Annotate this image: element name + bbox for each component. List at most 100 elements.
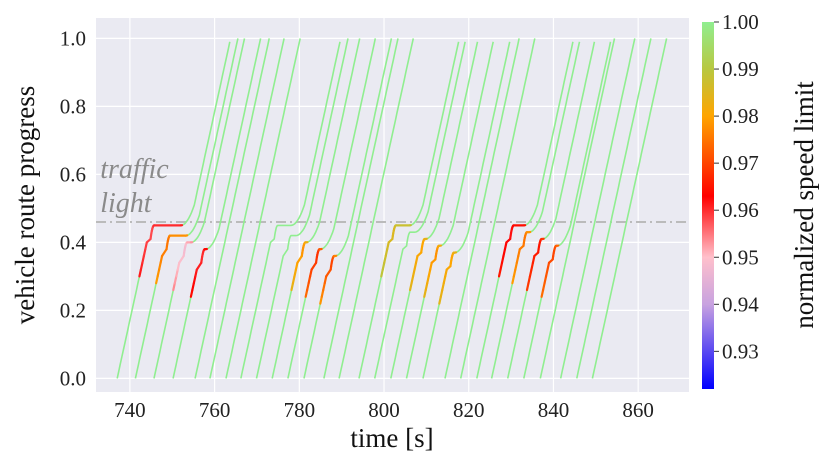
y-tick-labels: 0.0 0.2 0.4 0.6 0.8 1.0 <box>60 26 87 390</box>
colorbar-tick-label: 0.99 <box>722 57 759 81</box>
slowdown-segment <box>194 268 198 278</box>
vehicle-trajectory <box>405 41 494 379</box>
plot-background <box>96 18 689 392</box>
slowdown-segment <box>306 282 310 292</box>
slowdown-segment <box>543 275 548 285</box>
slowdown-segment <box>159 254 164 264</box>
slowdown-segment <box>191 282 195 292</box>
vehicle-trajectory <box>225 38 301 379</box>
slowdown-segment <box>499 261 504 271</box>
slowdown-segment <box>384 248 389 258</box>
slowdown-segment <box>525 282 530 292</box>
x-tick-labels: 740 760 780 800 820 840 860 <box>114 398 654 422</box>
slowdown-segment <box>546 261 551 271</box>
slowdown-segment <box>309 268 313 278</box>
x-tick-label: 800 <box>368 398 400 422</box>
vehicle-trajectory <box>240 41 341 379</box>
vehicle-trajectory <box>255 38 349 379</box>
y-tick-label: 0.8 <box>60 94 86 118</box>
vehicle-trajectory <box>172 38 262 379</box>
slowdown-segment <box>138 268 142 278</box>
slowdown-segment <box>544 268 549 278</box>
slowdown-segment <box>540 288 545 298</box>
slowdown-segment <box>503 241 508 251</box>
colorbar <box>702 22 714 389</box>
slowdown-segment <box>517 248 521 258</box>
slowdown-segment <box>307 275 312 285</box>
vehicle-trajectories <box>116 38 668 379</box>
slowdown-segment <box>195 261 203 271</box>
y-tick-label: 0.2 <box>60 298 86 322</box>
slowdown-segment <box>172 282 176 292</box>
slowdown-segment <box>294 261 299 271</box>
colorbar-title: normalized speed limit <box>789 81 819 329</box>
vehicle-trajectory <box>116 41 231 379</box>
slowdown-segment <box>325 268 332 278</box>
slowdown-segment <box>291 275 296 285</box>
vehicle-trajectory <box>209 38 285 379</box>
slowdown-segment <box>160 248 168 258</box>
vehicle-trajectory <box>591 38 668 379</box>
colorbar-tick-label: 0.98 <box>722 104 759 128</box>
colorbar-tick-label: 0.94 <box>722 292 759 316</box>
slowdown-segment <box>380 268 384 278</box>
vehicle-trajectory <box>459 38 536 379</box>
vehicle-trajectory <box>153 38 246 379</box>
vehicle-trajectory <box>539 38 616 379</box>
slowdown-segment <box>142 248 147 258</box>
slowdown-segment <box>439 288 444 298</box>
slowdown-segment <box>423 288 427 298</box>
slowdown-segment <box>173 275 178 285</box>
slowdown-segment <box>156 268 161 278</box>
colorbar-tick-label: 1.00 <box>722 10 759 34</box>
slowdown-segment <box>189 288 194 298</box>
x-axis-title: time [s] <box>350 423 433 453</box>
slowdown-segment <box>413 261 418 271</box>
vehicle-trajectory <box>303 38 393 379</box>
x-tick-label: 760 <box>199 398 231 422</box>
annotation-light: light <box>100 188 153 219</box>
vehicle-trajectory <box>373 41 466 379</box>
vehicle-trajectory <box>287 38 377 379</box>
colorbar-tick-label: 0.95 <box>722 245 759 269</box>
slowdown-segment <box>429 261 433 271</box>
slowdown-segment <box>304 288 309 298</box>
vehicle-trajectory <box>444 38 520 379</box>
vehicle-trajectory <box>323 38 399 379</box>
slowdown-segment <box>155 275 159 285</box>
slowdown-segment <box>424 282 429 292</box>
slowdown-segment <box>293 268 298 278</box>
slowdown-segment <box>512 268 517 278</box>
slowdown-segment <box>531 254 536 264</box>
vehicle-trajectory <box>506 41 596 379</box>
slowdown-segment <box>500 254 505 264</box>
slowdown-segment <box>144 241 148 251</box>
vehicle-trajectory <box>476 41 574 379</box>
colorbar-tick-label: 0.96 <box>722 198 759 222</box>
slowdown-segment <box>322 282 326 292</box>
vehicle-trajectory <box>490 41 581 379</box>
slowdown-segment <box>438 295 442 305</box>
vehicle-trajectory <box>358 41 460 379</box>
slowdown-segment <box>319 295 323 305</box>
slowdown-segment <box>441 282 445 292</box>
y-tick-label: 0.4 <box>60 230 87 254</box>
vehicle-trajectory <box>576 38 652 379</box>
slowdown-segment <box>442 275 447 285</box>
vehicle-trajectory <box>194 38 270 379</box>
x-tick-label: 840 <box>538 398 570 422</box>
slowdown-segment <box>175 268 179 278</box>
slowdown-segment <box>296 254 303 264</box>
slowdown-segment <box>527 275 532 285</box>
slowdown-segment <box>530 261 535 271</box>
slowdown-segment <box>511 275 515 285</box>
x-tick-label: 780 <box>284 398 316 422</box>
slowdown-segment <box>408 282 413 292</box>
slowdown-segment <box>323 275 328 285</box>
slowdown-segment <box>381 261 386 271</box>
slowdown-segment <box>497 268 502 278</box>
slowdown-segment <box>426 275 430 285</box>
vehicle-trajectory <box>422 41 511 379</box>
slowdown-segment <box>192 275 197 285</box>
